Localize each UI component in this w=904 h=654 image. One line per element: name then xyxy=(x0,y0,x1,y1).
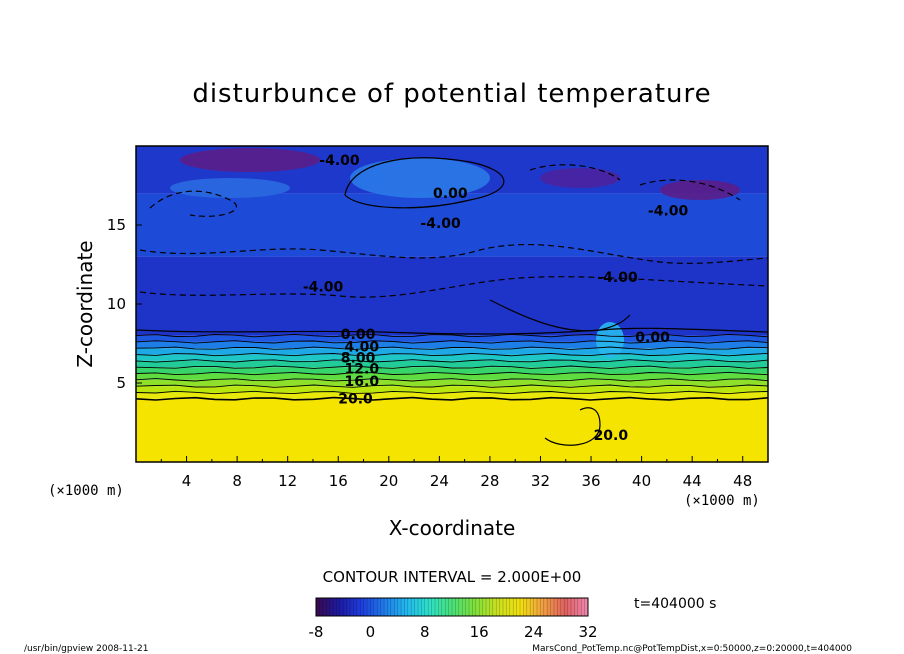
field-layer xyxy=(136,354,768,361)
x-tick-label: 12 xyxy=(278,472,297,490)
contour-interval: CONTOUR INTERVAL = 2.000E+00 xyxy=(323,568,582,586)
contour-label: 0.00 xyxy=(433,186,468,202)
field-layer xyxy=(136,386,768,393)
field-layer xyxy=(136,360,768,368)
contour-line xyxy=(136,365,768,369)
contour-line xyxy=(136,390,768,395)
field-layer xyxy=(136,373,768,380)
x-tick-label: 48 xyxy=(733,472,752,490)
contour-label: 20.0 xyxy=(338,392,373,408)
contour-negative xyxy=(639,179,741,201)
colorbar-hatch xyxy=(319,598,585,616)
footer-right: MarsCond_PotTemp.nc@PotTempDist,x=0:5000… xyxy=(532,644,852,654)
warm-anomaly-blob xyxy=(350,158,490,198)
colorbar-tick-label: -8 xyxy=(309,623,324,641)
contour-label: 8.00 xyxy=(341,350,376,366)
colorbar xyxy=(315,597,589,617)
field-layer xyxy=(136,256,768,336)
y-tick-label: 5 xyxy=(116,374,126,392)
field-layer xyxy=(136,341,768,349)
contour-line xyxy=(136,333,768,338)
contour-label: 0.00 xyxy=(341,327,376,343)
field-layer xyxy=(136,348,768,355)
contour-label: 12.0 xyxy=(345,362,380,378)
field-layer xyxy=(136,398,768,462)
colorbar-tick-label: 8 xyxy=(420,623,430,641)
footer-left: /usr/bin/gpview 2008-11-21 xyxy=(24,644,148,654)
x-tick-label: 36 xyxy=(581,472,600,490)
contour-label: -4.00 xyxy=(319,153,360,169)
x-unit-left: (×1000 m) xyxy=(48,483,124,499)
colorbar-tick-label: 16 xyxy=(470,623,489,641)
time-label: t=404000 s xyxy=(634,596,716,612)
x-tick-label: 44 xyxy=(683,472,702,490)
contour-negative xyxy=(149,190,238,217)
x-tick-label: 28 xyxy=(480,472,499,490)
colorbar-ticks: -8 0 8 16 24 32 xyxy=(309,623,598,641)
contour-line xyxy=(136,346,768,350)
x-tick-label: 20 xyxy=(379,472,398,490)
field-layer xyxy=(136,392,768,399)
contour-line xyxy=(136,352,768,357)
x-tick-label: 32 xyxy=(531,472,550,490)
contour-label: -4.00 xyxy=(648,204,689,220)
plot-field: 20.016.012.08.004.000.00 0.0020.0-4.00-4.… xyxy=(136,146,768,462)
x-axis-label: X-coordinate xyxy=(389,516,516,540)
contour-label: -4.00 xyxy=(303,279,344,295)
x-tick-label: 24 xyxy=(430,472,449,490)
contour-line xyxy=(136,396,768,401)
contour-label: 4.00 xyxy=(345,339,380,355)
cold-anomaly-blob xyxy=(540,168,620,188)
chart-title: disturbunce of potential temperature xyxy=(192,79,711,109)
contour-label: -4.00 xyxy=(597,270,638,286)
contour-labels: 20.016.012.08.004.000.00 0.0020.0-4.00-4.… xyxy=(303,153,689,444)
x-tick-label: 8 xyxy=(232,472,242,490)
contour-zero-loop xyxy=(344,157,505,209)
contour-lines xyxy=(136,333,768,401)
x-unit-right: (×1000 m) xyxy=(684,493,760,509)
colorbar-tick-label: 0 xyxy=(366,623,376,641)
x-tick-label: 4 xyxy=(182,472,192,490)
contour-line xyxy=(136,384,768,388)
contour-zero xyxy=(136,327,768,335)
lower-blobs xyxy=(170,148,740,358)
warm-anomaly-blob xyxy=(596,322,624,358)
contour-label: 20.0 xyxy=(594,428,629,444)
contour-negative xyxy=(529,164,621,181)
x-tick-label: 40 xyxy=(632,472,651,490)
irregular-contours xyxy=(136,157,768,446)
cold-anomaly-blob xyxy=(660,180,740,200)
colorbar-tick-label: 32 xyxy=(578,623,597,641)
contour-line xyxy=(136,378,768,382)
field-layer xyxy=(136,379,768,387)
y-axis-ticks: 5 10 15 xyxy=(107,216,142,392)
contour-label: -4.00 xyxy=(420,216,461,232)
y-axis-label: Z-coordinate xyxy=(73,240,97,367)
cold-anomaly-blob xyxy=(180,148,320,172)
contour-line xyxy=(136,340,768,344)
x-tick-label: 16 xyxy=(329,472,348,490)
contour-label: 16.0 xyxy=(345,374,380,390)
contour-negative xyxy=(139,243,768,264)
contour-20-loop xyxy=(544,407,601,446)
y-tick-label: 10 xyxy=(107,295,126,313)
warm-anomaly-blob xyxy=(170,178,290,198)
contour-negative xyxy=(139,276,768,298)
contour-line xyxy=(136,371,768,376)
field-layer xyxy=(136,367,768,374)
x-axis-ticks: 4 8 12 16 20 24 28 32 36 40 44 48 xyxy=(160,456,752,490)
contour-label: 0.00 xyxy=(635,330,670,346)
contour-line xyxy=(136,359,768,363)
colorbar-tick-label: 24 xyxy=(524,623,543,641)
y-tick-label: 15 xyxy=(107,216,126,234)
field-layer xyxy=(136,335,768,342)
